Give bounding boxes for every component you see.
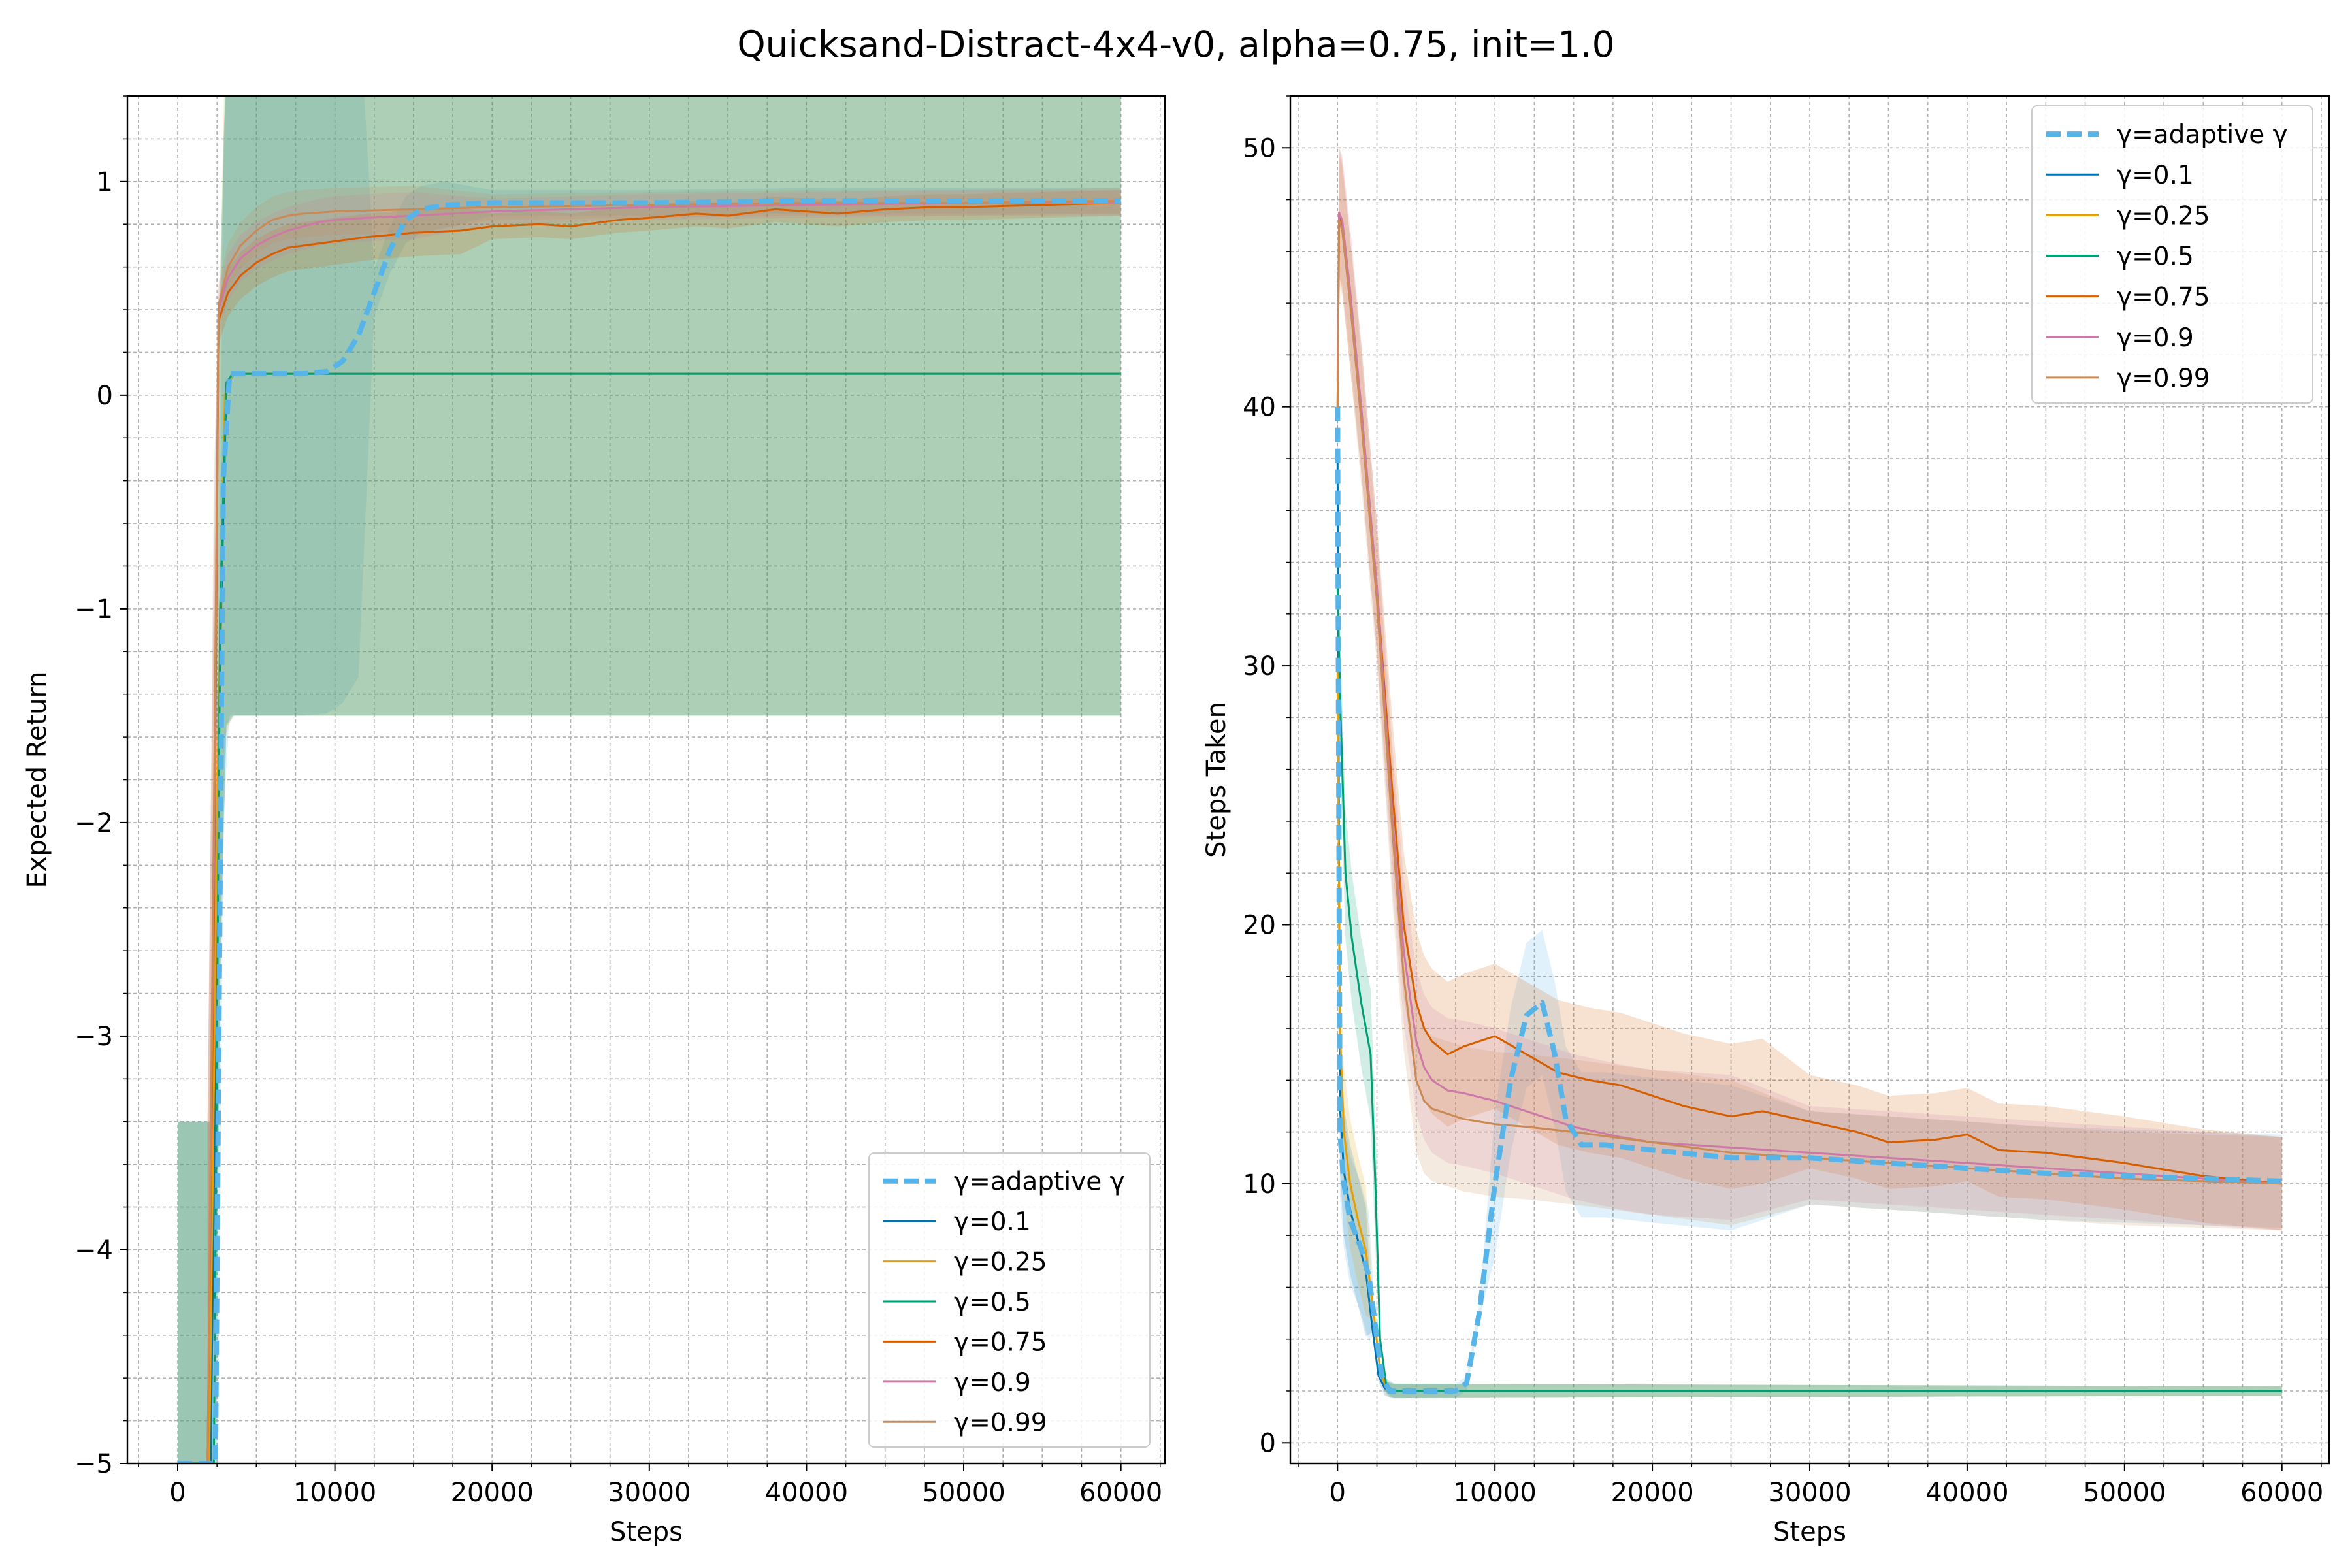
x-tick-label: 30000: [1768, 1478, 1851, 1508]
legend-label: γ=0.9: [2117, 323, 2194, 353]
y-tick-label: 10: [1243, 1169, 1276, 1200]
series-line-g0_9: [1336, 211, 2282, 1185]
x-tick-label: 40000: [1925, 1478, 2008, 1508]
series-line-g0_5: [177, 372, 1121, 1463]
series-line-g0_9: [206, 202, 1121, 1463]
y-tick-label: 1: [97, 167, 113, 197]
series-line-adaptive: [177, 198, 1121, 1463]
legend-box: [868, 1152, 1151, 1448]
legend-label: γ=0.5: [2117, 242, 2194, 272]
x-tick-label: 30000: [608, 1478, 691, 1508]
legend-label: γ=0.99: [2117, 364, 2210, 393]
legend-label: γ=0.99: [954, 1408, 1047, 1437]
legend-label: γ=0.9: [954, 1368, 1031, 1397]
y-tick-label: 50: [1243, 133, 1276, 163]
x-tick-label: 40000: [765, 1478, 848, 1508]
legend: γ=adaptive γ γ=0.1 γ=0.25 γ=0.5 γ=0.75 γ=0.9 γ…: [868, 1152, 1151, 1448]
y-tick-label: 20: [1243, 910, 1276, 940]
y-axis-label: Expected Return: [22, 671, 52, 888]
y-tick-label: 0: [1260, 1428, 1276, 1458]
legend-label: γ=0.1: [954, 1207, 1031, 1237]
legend-label: γ=0.5: [954, 1288, 1031, 1317]
legend: γ=adaptive γ γ=0.1 γ=0.25 γ=0.5 γ=0.75 γ=0.9 γ…: [2031, 105, 2313, 404]
y-tick-label: −2: [74, 808, 113, 838]
figure-title: Quicksand-Distract-4x4-v0, alpha=0.75, i…: [737, 24, 1615, 65]
tick-labels: 0 10000 20000 30000 40000 50000 60000 −5 −4 −3 −2 −…: [74, 95, 1162, 1508]
series-lines: [1335, 211, 2282, 1394]
legend-label: γ=0.25: [954, 1248, 1047, 1277]
series-line-g0_75: [206, 202, 1121, 1463]
y-tick-label: −1: [74, 595, 113, 625]
tick-labels: 0 10000 20000 30000 40000 50000 60000 0 10 20 30 40…: [1243, 95, 2323, 1508]
x-tick-label: 60000: [1079, 1478, 1162, 1508]
legend-label: γ=adaptive γ: [2117, 120, 2288, 150]
x-axis-label: Steps: [1773, 1517, 1846, 1547]
band-3: [177, 96, 1121, 1463]
y-tick-label: −3: [74, 1022, 113, 1052]
series-lines: [177, 198, 1121, 1463]
legend-label: γ=adaptive γ: [954, 1168, 1125, 1197]
y-tick-label: −5: [74, 1449, 113, 1479]
chart-panel-1: 0 10000 20000 30000 40000 50000 60000 −5 −4 −3 −2 −…: [22, 95, 1166, 1547]
band-6: [1337, 155, 2282, 1231]
band-0: [177, 96, 1121, 1463]
y-tick-label: 30: [1243, 651, 1276, 681]
legend-label: γ=0.75: [954, 1328, 1047, 1357]
x-tick-label: 20000: [1610, 1478, 1693, 1508]
legend-label: γ=0.75: [2117, 283, 2210, 312]
y-tick-label: 0: [97, 381, 113, 411]
x-tick-label: 10000: [1454, 1478, 1537, 1508]
x-tick-label: 0: [1330, 1478, 1346, 1508]
confidence-bands: [177, 96, 1121, 1463]
x-tick-label: 60000: [2240, 1478, 2323, 1508]
y-tick-label: −4: [74, 1235, 113, 1266]
legend-label: γ=0.1: [2117, 161, 2194, 190]
x-tick-label: 50000: [2083, 1478, 2166, 1508]
band-5: [1337, 148, 2282, 1231]
x-tick-label: 0: [169, 1478, 186, 1508]
y-tick-label: 40: [1243, 393, 1276, 423]
y-axis-label: Steps Taken: [1201, 702, 1232, 858]
x-tick-label: 10000: [293, 1478, 376, 1508]
chart-panel-2: 0 10000 20000 30000 40000 50000 60000 0 10 20 30 40…: [1201, 95, 2330, 1547]
x-tick-label: 50000: [922, 1478, 1005, 1508]
band-1: [177, 96, 1121, 1463]
legend-label: γ=0.25: [2117, 201, 2210, 231]
legend-box: [2031, 105, 2313, 404]
x-tick-label: 20000: [451, 1478, 534, 1508]
x-axis-label: Steps: [610, 1517, 683, 1547]
band-2: [177, 96, 1121, 1463]
